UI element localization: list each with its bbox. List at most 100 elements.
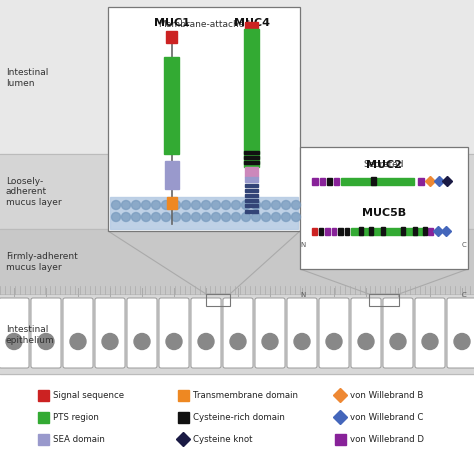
Bar (178, 390, 189, 401)
Circle shape (221, 201, 230, 210)
Bar (246, 178, 258, 183)
Text: Cysteine-rich domain: Cysteine-rich domain (193, 413, 285, 422)
Bar (332, 228, 336, 235)
Circle shape (262, 213, 271, 222)
Text: PTS region: PTS region (53, 413, 99, 422)
Bar (320, 178, 325, 185)
Text: Transmembrane domain: Transmembrane domain (193, 391, 298, 400)
Circle shape (231, 201, 240, 210)
Bar (38, 412, 49, 423)
Bar (334, 178, 339, 185)
Circle shape (121, 213, 130, 222)
Circle shape (221, 213, 230, 222)
FancyBboxPatch shape (383, 298, 413, 368)
Text: MUC4: MUC4 (234, 18, 270, 28)
Circle shape (152, 213, 161, 222)
Bar (351, 228, 424, 235)
Circle shape (292, 213, 301, 222)
Circle shape (162, 201, 171, 210)
Text: N: N (301, 241, 306, 248)
Bar (246, 210, 258, 214)
Bar (108, 8, 300, 231)
Bar (167, 198, 177, 209)
FancyBboxPatch shape (95, 298, 125, 368)
Circle shape (134, 334, 150, 350)
Circle shape (230, 334, 246, 350)
Circle shape (211, 201, 220, 210)
FancyBboxPatch shape (159, 298, 189, 368)
Circle shape (272, 201, 281, 210)
Circle shape (252, 213, 261, 222)
Circle shape (241, 213, 250, 222)
Circle shape (272, 213, 281, 222)
Text: C: C (462, 291, 467, 298)
Circle shape (166, 334, 182, 350)
Text: Loosely-
adherent
mucus layer: Loosely- adherent mucus layer (6, 177, 62, 207)
Text: MUC1: MUC1 (154, 18, 190, 28)
Bar (341, 178, 414, 185)
Bar (0, 155, 474, 229)
Bar (38, 390, 49, 401)
Bar (246, 168, 258, 178)
Bar (245, 157, 259, 159)
Circle shape (111, 213, 120, 222)
Bar (413, 228, 417, 236)
Bar (369, 294, 399, 307)
Bar (246, 199, 258, 203)
Text: Intestinal
epithelium: Intestinal epithelium (6, 325, 55, 344)
Circle shape (282, 213, 291, 222)
Text: von Willebrand D: von Willebrand D (350, 435, 424, 444)
Circle shape (231, 213, 240, 222)
Bar (0, 0, 474, 155)
Text: Membrane-attached: Membrane-attached (158, 20, 250, 29)
Circle shape (211, 213, 220, 222)
Bar (246, 195, 258, 198)
Circle shape (358, 334, 374, 350)
Bar (164, 58, 180, 155)
Circle shape (262, 334, 278, 350)
FancyBboxPatch shape (0, 298, 29, 368)
Bar (418, 178, 424, 185)
Circle shape (282, 201, 291, 210)
Circle shape (172, 201, 181, 210)
FancyBboxPatch shape (415, 298, 445, 368)
Text: von Willebrand B: von Willebrand B (350, 391, 423, 400)
Bar (381, 228, 385, 236)
Circle shape (326, 334, 342, 350)
Circle shape (162, 213, 171, 222)
Circle shape (121, 201, 130, 210)
Bar (300, 148, 468, 269)
Circle shape (241, 201, 250, 210)
Circle shape (292, 201, 301, 210)
Bar (206, 294, 230, 307)
Bar (325, 228, 330, 235)
Bar (246, 205, 258, 208)
Bar (428, 228, 433, 235)
Bar (165, 162, 179, 189)
Bar (245, 30, 259, 168)
Bar (327, 178, 332, 185)
FancyBboxPatch shape (351, 298, 381, 368)
Circle shape (201, 213, 210, 222)
Circle shape (182, 213, 191, 222)
Circle shape (198, 334, 214, 350)
Circle shape (131, 201, 140, 210)
Text: Intestinal
lumen: Intestinal lumen (6, 68, 48, 88)
Bar (166, 32, 177, 44)
Text: Secreted: Secreted (364, 159, 404, 169)
Circle shape (294, 334, 310, 350)
Bar (371, 178, 376, 186)
FancyBboxPatch shape (319, 298, 349, 368)
FancyBboxPatch shape (287, 298, 317, 368)
Bar (338, 228, 343, 235)
Bar (335, 434, 346, 445)
Text: MUC5B: MUC5B (362, 208, 406, 218)
Bar (246, 189, 258, 193)
Circle shape (70, 334, 86, 350)
Circle shape (201, 201, 210, 210)
Circle shape (6, 334, 22, 350)
Text: Firmly-adherent
mucus layer: Firmly-adherent mucus layer (6, 252, 78, 271)
FancyBboxPatch shape (255, 298, 285, 368)
FancyBboxPatch shape (63, 298, 93, 368)
Bar (245, 152, 259, 155)
